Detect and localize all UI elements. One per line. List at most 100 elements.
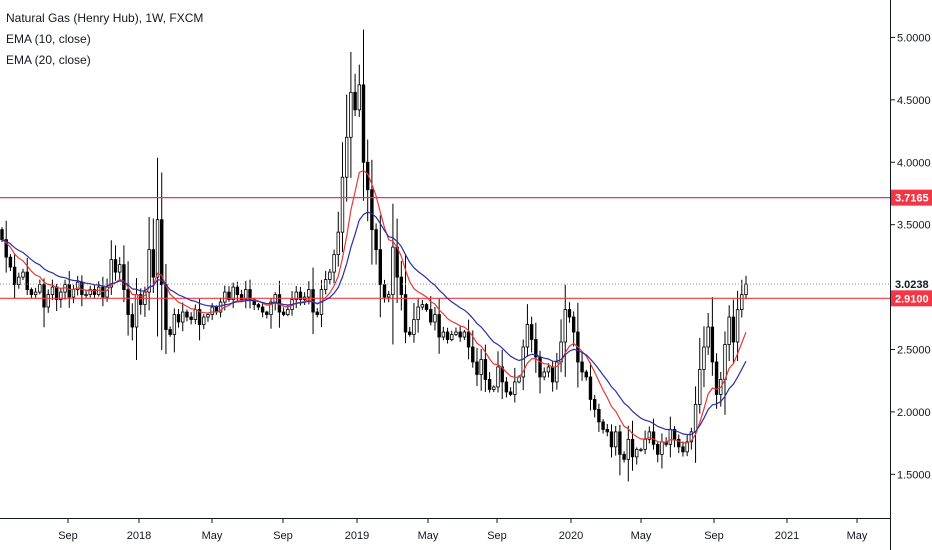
candle[interactable]: [731, 299, 736, 363]
candle[interactable]: [437, 298, 441, 354]
candle[interactable]: [534, 322, 538, 373]
candle[interactable]: [450, 330, 454, 342]
candle[interactable]: [462, 329, 467, 341]
candle[interactable]: [168, 326, 172, 337]
candle[interactable]: [25, 257, 29, 296]
candle[interactable]: [231, 282, 235, 309]
candle[interactable]: [315, 308, 319, 318]
candle[interactable]: [454, 327, 458, 337]
candle[interactable]: [567, 302, 572, 323]
candle[interactable]: [185, 309, 189, 322]
candle[interactable]: [487, 372, 492, 393]
price-line-tag[interactable]: 3.7165: [891, 189, 932, 206]
candle[interactable]: [160, 172, 164, 351]
candle[interactable]: [580, 352, 584, 381]
candle[interactable]: [387, 290, 391, 303]
candle[interactable]: [4, 220, 8, 273]
candle[interactable]: [139, 288, 143, 315]
candle[interactable]: [155, 157, 160, 337]
candle[interactable]: [374, 223, 378, 265]
candle[interactable]: [677, 434, 681, 453]
candle[interactable]: [218, 297, 223, 318]
candle[interactable]: [328, 268, 332, 285]
horizontal-lines[interactable]: [0, 197, 890, 299]
candle[interactable]: [336, 211, 340, 267]
candle[interactable]: [622, 451, 626, 463]
candle[interactable]: [744, 275, 748, 300]
candle[interactable]: [475, 347, 479, 386]
candle[interactable]: [189, 312, 193, 325]
candle[interactable]: [344, 94, 349, 202]
time-axis[interactable]: Sep 2018 May Sep 2019 May Sep 2020 May Sep 2021 May: [0, 518, 890, 542]
ema10-label[interactable]: EMA (10, close): [6, 32, 91, 46]
candle[interactable]: [357, 64, 361, 117]
candle[interactable]: [332, 249, 336, 284]
candle[interactable]: [239, 289, 244, 302]
candle[interactable]: [613, 425, 618, 456]
candle[interactable]: [412, 303, 416, 343]
candle[interactable]: [635, 447, 639, 465]
candle[interactable]: [227, 286, 231, 302]
candle[interactable]: [706, 312, 710, 355]
candle[interactable]: [235, 281, 240, 301]
candle[interactable]: [601, 419, 605, 434]
candle[interactable]: [0, 227, 4, 243]
candle[interactable]: [529, 316, 534, 353]
candle[interactable]: [294, 285, 298, 309]
candle[interactable]: [714, 353, 719, 409]
candle[interactable]: [609, 424, 614, 458]
symbol-title[interactable]: Natural Gas (Henry Hub), 1W, FXCM: [6, 11, 204, 25]
candle[interactable]: [181, 302, 185, 332]
candle[interactable]: [75, 275, 80, 296]
candle[interactable]: [698, 337, 702, 414]
candle[interactable]: [361, 29, 366, 201]
candle[interactable]: [681, 441, 685, 457]
candle[interactable]: [84, 289, 88, 299]
candle[interactable]: [710, 297, 715, 376]
candle[interactable]: [416, 298, 420, 333]
candle[interactable]: [408, 326, 412, 337]
candle[interactable]: [571, 311, 576, 347]
candle[interactable]: [117, 257, 122, 280]
candle[interactable]: [349, 51, 353, 178]
candle[interactable]: [702, 326, 706, 388]
candle[interactable]: [508, 387, 513, 397]
candle[interactable]: [281, 307, 286, 317]
candle[interactable]: [130, 303, 135, 341]
candle[interactable]: [656, 441, 660, 463]
price-axis[interactable]: 1.50002.00002.50003.00003.50004.00004.50…: [890, 0, 932, 550]
candle[interactable]: [458, 326, 462, 342]
candle[interactable]: [433, 307, 437, 331]
candle[interactable]: [92, 285, 97, 299]
candle[interactable]: [492, 385, 496, 393]
candle[interactable]: [353, 73, 357, 116]
candle[interactable]: [206, 312, 210, 322]
candle[interactable]: [445, 327, 450, 344]
candle[interactable]: [513, 367, 517, 403]
candle[interactable]: [546, 363, 551, 378]
candle[interactable]: [46, 289, 50, 313]
ema20-label[interactable]: EMA (20, close): [6, 53, 91, 67]
candle[interactable]: [496, 351, 500, 393]
candle[interactable]: [466, 319, 471, 360]
candle[interactable]: [202, 314, 206, 330]
candle[interactable]: [563, 284, 567, 377]
candle[interactable]: [172, 308, 177, 353]
candle[interactable]: [391, 203, 395, 345]
candle[interactable]: [588, 362, 593, 411]
candle[interactable]: [597, 403, 601, 432]
candle[interactable]: [151, 218, 156, 293]
candle[interactable]: [8, 254, 13, 271]
candle[interactable]: [370, 159, 374, 265]
candle[interactable]: [197, 298, 202, 341]
candle[interactable]: [147, 217, 151, 311]
candle[interactable]: [307, 281, 311, 305]
candle[interactable]: [618, 424, 622, 476]
candle[interactable]: [525, 304, 530, 357]
candle[interactable]: [420, 300, 425, 310]
candle[interactable]: [689, 427, 694, 450]
last-price-tag[interactable]: 3.0238: [891, 276, 932, 293]
candle[interactable]: [399, 260, 404, 311]
candle[interactable]: [521, 339, 525, 391]
candle[interactable]: [592, 394, 597, 418]
